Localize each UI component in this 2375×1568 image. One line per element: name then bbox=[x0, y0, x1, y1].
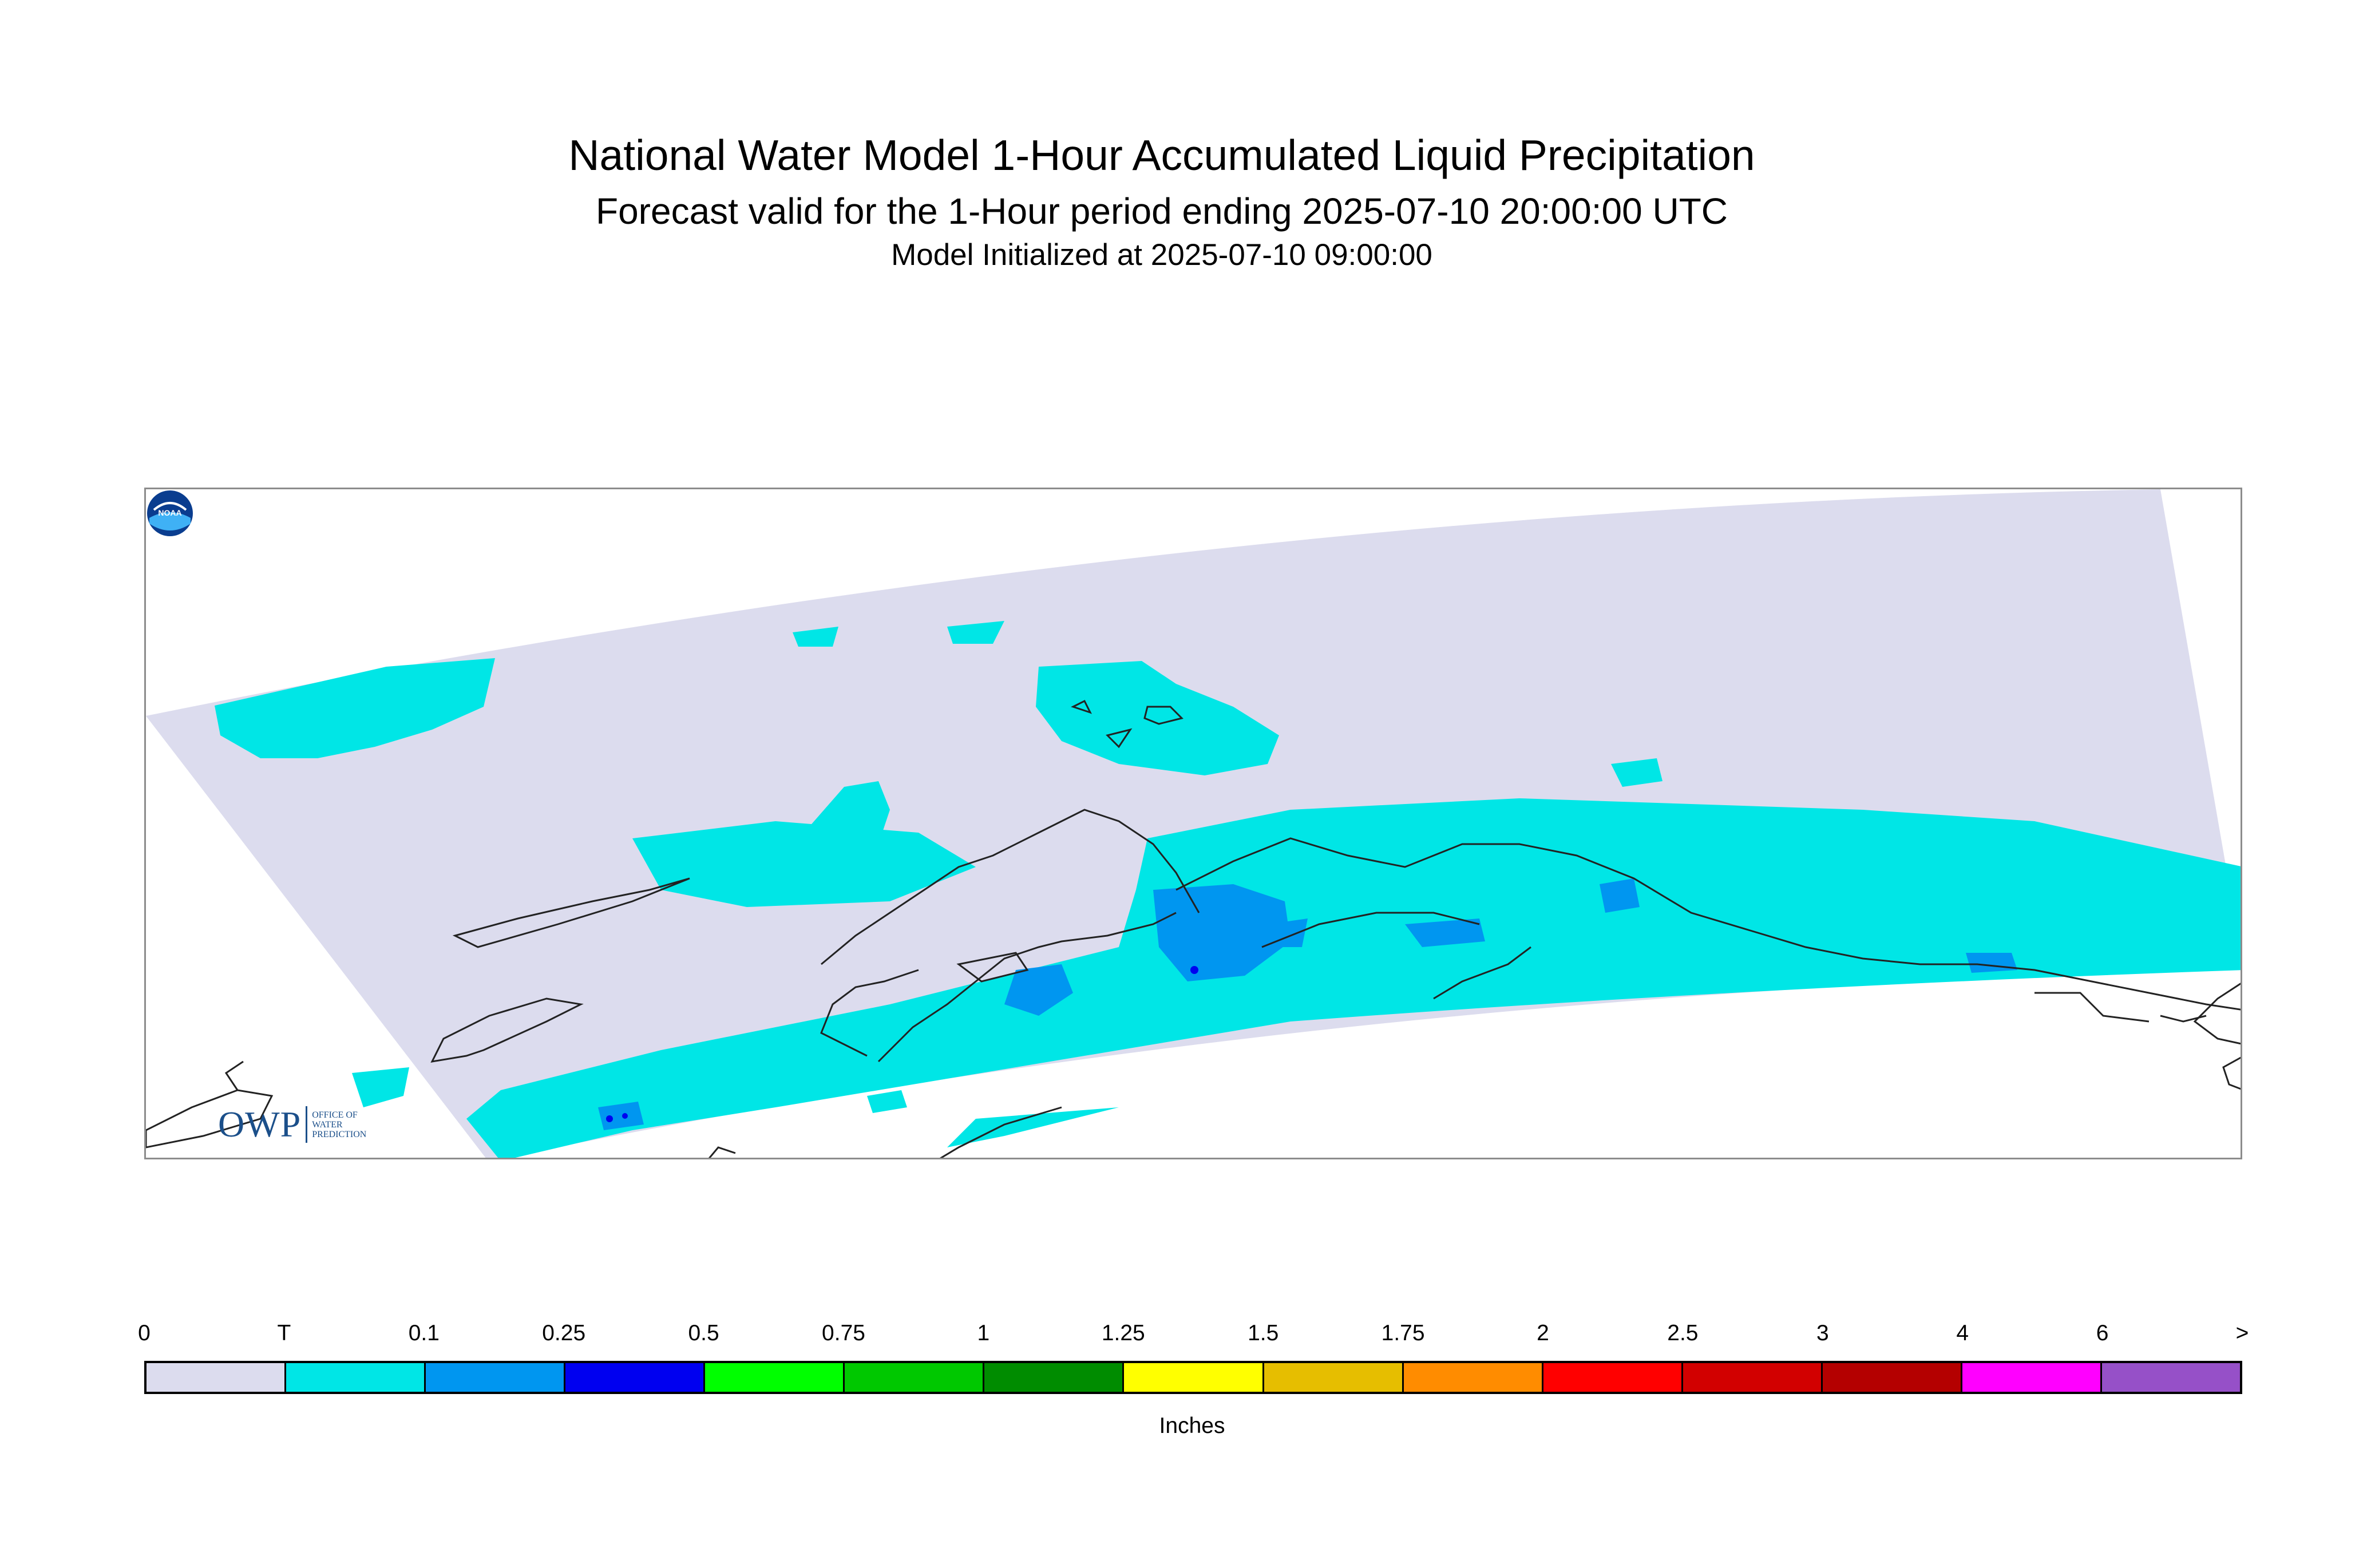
legend-swatch bbox=[845, 1363, 985, 1392]
model-init-line: Model Initialized at 2025-07-10 09:00:00 bbox=[891, 238, 1432, 272]
legend-swatch bbox=[984, 1363, 1125, 1392]
legend-swatch bbox=[1124, 1363, 1264, 1392]
precipitation-map: OWP OFFICE OF WATER PREDICTION NOAA bbox=[144, 488, 2242, 1159]
legend-tick-label: 0.5 bbox=[688, 1321, 719, 1345]
noaa-logo: NOAA bbox=[147, 490, 193, 536]
legend-swatch bbox=[1962, 1363, 2102, 1392]
legend-tick-label: 2 bbox=[1537, 1321, 1549, 1345]
legend-tick-label: 0 bbox=[138, 1321, 151, 1345]
legend-tick-label: 0.25 bbox=[542, 1321, 586, 1345]
owp-logo: OWP OFFICE OF WATER PREDICTION bbox=[218, 1104, 366, 1145]
legend-swatch bbox=[1264, 1363, 1404, 1392]
legend-tick-label: 0.1 bbox=[408, 1321, 440, 1345]
legend-tick-label: 1.5 bbox=[1248, 1321, 1279, 1345]
map-title: National Water Model 1-Hour Accumulated … bbox=[568, 131, 1755, 179]
owp-logo-subtext: OFFICE OF WATER PREDICTION bbox=[312, 1110, 366, 1139]
legend-swatch bbox=[705, 1363, 845, 1392]
legend-tick-label: T bbox=[277, 1321, 291, 1345]
coastline bbox=[146, 699, 2241, 1158]
legend-swatch bbox=[1822, 1363, 1962, 1392]
legend-swatch bbox=[2101, 1363, 2240, 1392]
legend-tick-label: 1.75 bbox=[1381, 1321, 1425, 1345]
legend-swatch bbox=[426, 1363, 566, 1392]
map-canvas bbox=[146, 489, 2241, 1158]
legend-tick-label: 2.5 bbox=[1667, 1321, 1699, 1345]
color-legend bbox=[144, 1361, 2242, 1394]
legend-units: Inches bbox=[1159, 1413, 1225, 1438]
forecast-valid-subtitle: Forecast valid for the 1-Hour period end… bbox=[595, 191, 1728, 232]
legend-swatch bbox=[286, 1363, 426, 1392]
legend-tick-label: 1 bbox=[977, 1321, 990, 1345]
legend-swatch bbox=[1683, 1363, 1823, 1392]
owp-logo-divider bbox=[306, 1106, 308, 1143]
legend-swatch bbox=[1543, 1363, 1683, 1392]
legend-tick-label: 1.25 bbox=[1101, 1321, 1145, 1345]
legend-tick-label: 3 bbox=[1816, 1321, 1829, 1345]
legend-swatch bbox=[565, 1363, 706, 1392]
legend-swatch bbox=[1403, 1363, 1543, 1392]
legend-tick-label: 6 bbox=[2096, 1321, 2109, 1345]
precip-moderate-spots bbox=[606, 966, 1198, 1122]
noaa-logo-text: NOAA bbox=[158, 508, 181, 517]
owp-subtext-line: OFFICE OF bbox=[312, 1110, 358, 1120]
owp-subtext-line: PREDICTION bbox=[312, 1129, 367, 1139]
precip-light-regions bbox=[598, 878, 2017, 1130]
legend-tick-label: > bbox=[2235, 1321, 2249, 1345]
legend-tick-label: 4 bbox=[1956, 1321, 1969, 1345]
legend-swatch bbox=[147, 1363, 287, 1392]
legend-tick-label: 0.75 bbox=[822, 1321, 865, 1345]
owp-logo-mark: OWP bbox=[218, 1104, 302, 1145]
precip-trace-regions bbox=[215, 621, 2241, 1158]
owp-subtext-line: WATER bbox=[312, 1119, 343, 1130]
